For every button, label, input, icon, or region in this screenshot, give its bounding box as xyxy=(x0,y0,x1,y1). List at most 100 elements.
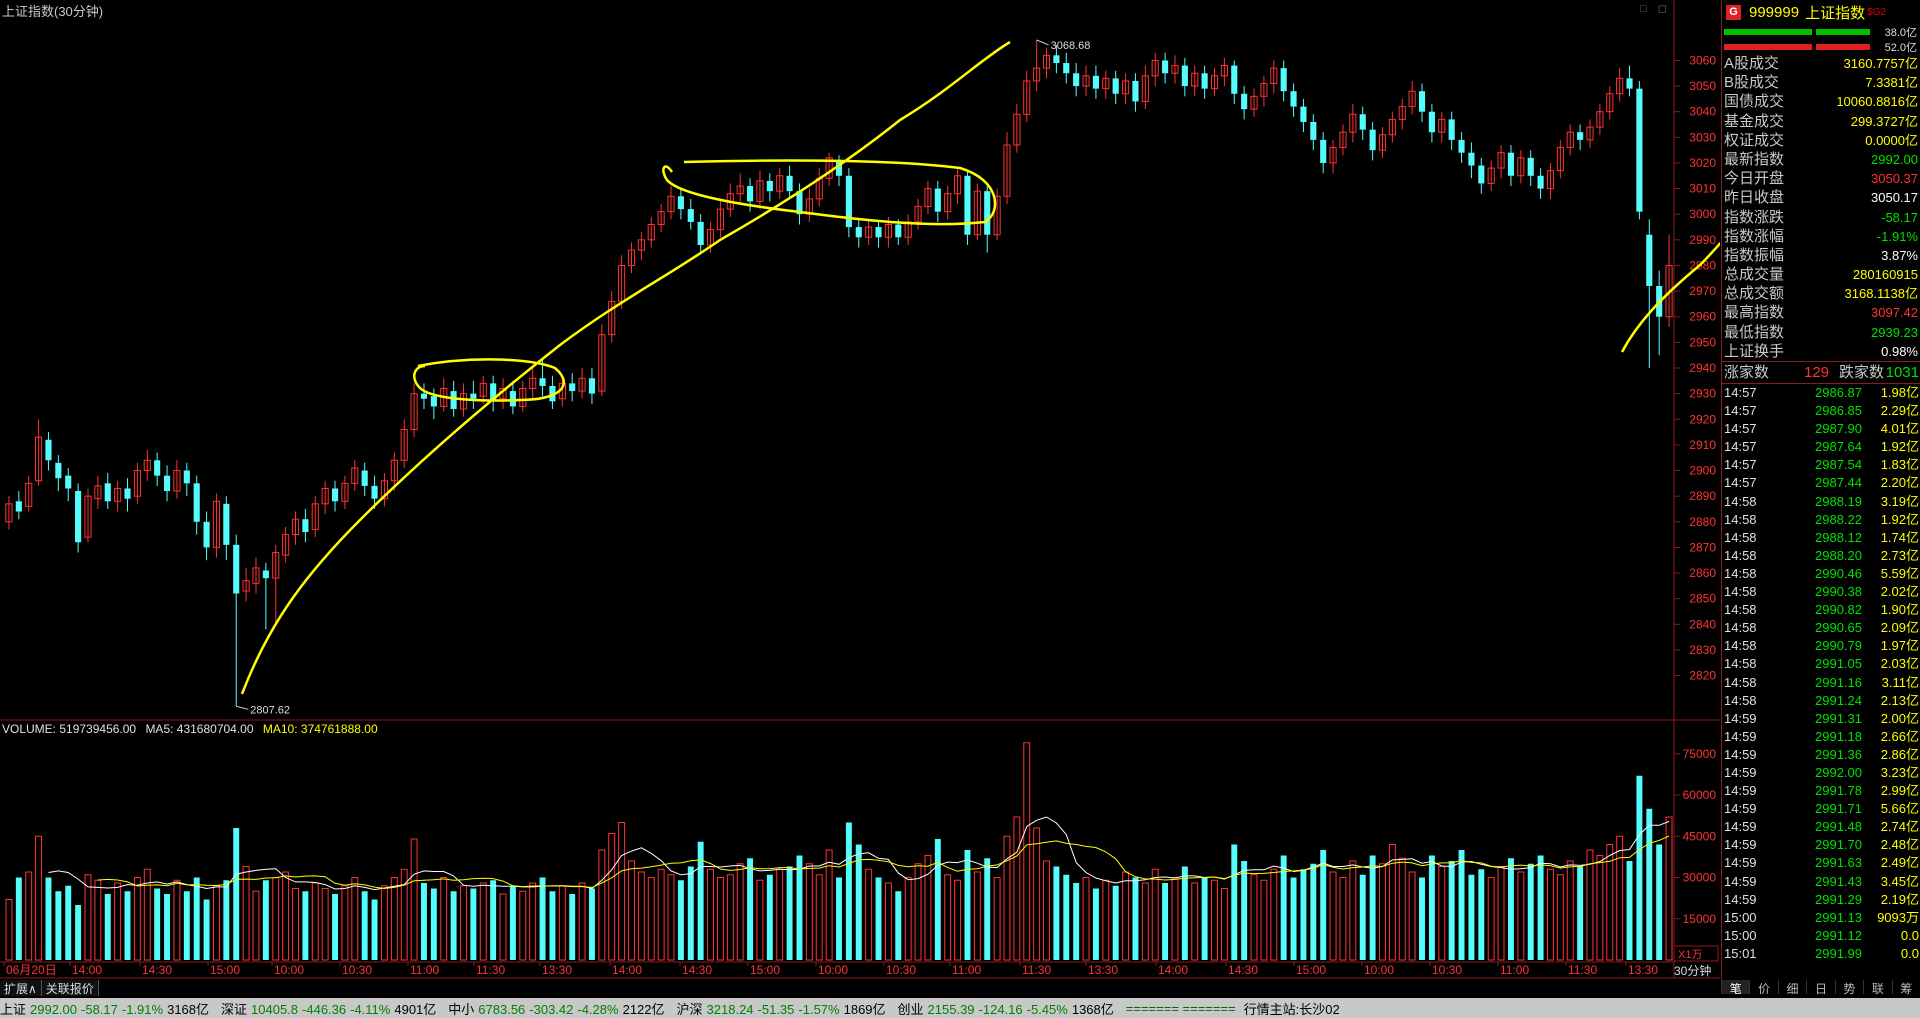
tick-price: 2991.48 xyxy=(1815,819,1862,835)
volume-bar-up xyxy=(1616,835,1624,961)
window-control-icons[interactable]: □ ◻ xyxy=(1640,3,1671,15)
price-tick-label: 3060 xyxy=(1689,53,1716,67)
price-tick-label: 2840 xyxy=(1689,617,1716,631)
candle-up xyxy=(459,393,468,410)
volume-bar-down xyxy=(1478,869,1485,960)
volume-bar-up xyxy=(884,882,892,961)
candle-down xyxy=(75,491,82,543)
tick-row: 14:59 2991.29 2.19亿 xyxy=(1722,891,1920,909)
volume-bar-up xyxy=(1566,860,1574,961)
panel-tab[interactable]: 笔 xyxy=(1721,980,1750,996)
volume-bar-down xyxy=(490,880,497,960)
panel-tab[interactable]: 势 xyxy=(1834,980,1863,996)
status-index[interactable]: 中小 6783.56 -303.42 -4.28% 2122亿 xyxy=(448,999,668,1018)
volume-bar-up xyxy=(410,838,418,961)
time-tick-label: 10:00 xyxy=(818,963,848,977)
volume-bar-down xyxy=(1290,877,1297,960)
candle-down xyxy=(203,521,210,548)
status-bar: 上证 2992.00 -58.17 -1.91% 3168亿 深证 10405.8 -446.… xyxy=(0,998,1920,1018)
tick-time: 14:58 xyxy=(1724,692,1757,708)
chart-canvas[interactable]: 3060305030403030302030103000299029802970… xyxy=(0,0,1720,998)
volume-bar-up xyxy=(667,874,675,961)
tab-related-quotes[interactable]: 关联报价 xyxy=(41,980,99,996)
tick-amount: 1.83亿 xyxy=(1880,457,1919,473)
volume-bar-down xyxy=(124,891,131,960)
volume-tick-label: 45000 xyxy=(1683,829,1717,843)
status-index[interactable]: 深证 10405.8 -446.36 -4.11% 4901亿 xyxy=(221,999,440,1018)
candle-down xyxy=(845,175,852,228)
tick-price: 2987.44 xyxy=(1815,475,1862,491)
tick-time: 14:57 xyxy=(1724,457,1757,473)
tick-row: 14:59 2991.31 2.00亿 xyxy=(1722,710,1920,728)
tick-price: 2991.31 xyxy=(1815,710,1862,726)
volume-bar-down xyxy=(1507,858,1514,960)
tick-list[interactable]: 14:57 2986.87 1.98亿 14:57 2986.85 2.29亿 14:57 2… xyxy=(1722,384,1920,963)
tick-time: 14:58 xyxy=(1724,620,1757,636)
candle-down xyxy=(163,475,171,492)
volume-bar-up xyxy=(914,863,922,961)
tick-row: 14:58 2988.12 1.74亿 xyxy=(1722,529,1920,547)
volume-bar-down xyxy=(154,888,161,960)
price-tick-label: 2850 xyxy=(1689,592,1716,606)
stat-row: 基金成交 299.3727亿 xyxy=(1722,112,1920,131)
candle-down xyxy=(104,483,111,502)
tick-amount: 3.19亿 xyxy=(1880,493,1919,509)
stat-label: 国债成交 xyxy=(1724,93,1785,111)
price-tick-label: 2830 xyxy=(1689,643,1716,657)
volume-bar-up xyxy=(1013,816,1021,961)
volume-bar-up xyxy=(1211,879,1218,961)
volume-bar-down xyxy=(450,891,457,960)
volume-bar-down xyxy=(1448,861,1455,960)
volume-bar-up xyxy=(825,849,833,961)
tick-amount: 5.59亿 xyxy=(1880,565,1919,581)
volume-bar-down xyxy=(332,894,338,960)
volume-bar-down xyxy=(1626,861,1633,960)
status-index[interactable]: 上证 2992.00 -58.17 -1.91% 3168亿 xyxy=(0,999,213,1018)
candle-up xyxy=(1398,106,1406,120)
volume-bar-up xyxy=(716,877,724,961)
candle-up xyxy=(1556,147,1564,172)
volume-bar-down xyxy=(1320,850,1327,960)
panel-tab[interactable]: 价 xyxy=(1749,980,1777,996)
period-label[interactable]: 30分钟 xyxy=(1674,964,1712,978)
panel-tab[interactable]: 联 xyxy=(1863,980,1891,996)
candle-up xyxy=(519,388,527,407)
status-station[interactable]: 行情主站:长沙02 xyxy=(1243,1001,1340,1017)
volume-bar-down xyxy=(1280,855,1287,960)
unit-box xyxy=(1673,945,1719,962)
candle-down xyxy=(1577,132,1584,140)
candle-up xyxy=(1329,147,1337,164)
panel-tab[interactable]: 筹 xyxy=(1891,980,1920,996)
volume-bar-up xyxy=(1043,860,1050,961)
tick-row: 14:58 2990.82 1.90亿 xyxy=(1722,601,1920,619)
volume-bar-up xyxy=(628,860,635,961)
status-index[interactable]: 沪深 3218.24 -51.35 -1.57% 1869亿 xyxy=(677,999,890,1018)
stat-row: 指数涨幅 -1.91% xyxy=(1722,227,1920,246)
candle-up xyxy=(1141,75,1149,102)
stat-label: 最新指数 xyxy=(1724,150,1785,168)
panel-tab[interactable]: 日 xyxy=(1806,980,1834,996)
tab-expand[interactable]: 扩展∧ xyxy=(0,980,42,996)
volume-bar-down xyxy=(1458,850,1465,960)
buy-bar-2 xyxy=(1816,29,1870,35)
time-axis: 06月20日 14:00 14:30 15:00 10:00 10:30 11:00 11:3… xyxy=(3,962,1658,977)
status-index-pct: -4.11% xyxy=(350,1001,391,1017)
tick-time: 14:59 xyxy=(1724,764,1757,780)
stat-value: 3168.1138亿 xyxy=(1844,286,1919,302)
volume-bar-down xyxy=(1201,877,1208,960)
volume-bar-up xyxy=(954,879,962,961)
status-index[interactable]: 创业 2155.39 -124.16 -5.45% 1368亿 xyxy=(898,999,1118,1018)
candle-down xyxy=(233,544,240,594)
tick-amount: 2.20亿 xyxy=(1880,475,1919,491)
volume-bar-down xyxy=(45,877,52,960)
candle-down xyxy=(470,393,477,399)
status-index-amount: 1368亿 xyxy=(1071,1001,1114,1017)
stat-label: 总成交量 xyxy=(1724,266,1785,284)
volume-series xyxy=(5,742,1673,961)
tick-time: 14:57 xyxy=(1724,403,1757,419)
candle-up xyxy=(173,470,181,492)
candle-up xyxy=(1497,152,1505,169)
candle-up xyxy=(914,206,922,223)
panel-tab[interactable]: 细 xyxy=(1777,980,1806,996)
volume-bar-up xyxy=(1171,877,1179,961)
